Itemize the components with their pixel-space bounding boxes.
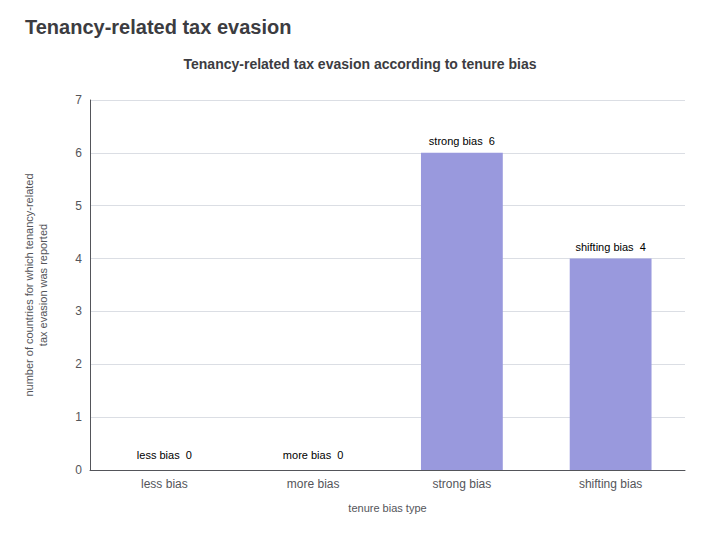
svg-text:Tenancy-related tax evasion ac: Tenancy-related tax evasion according to… — [184, 56, 537, 72]
svg-text:1: 1 — [75, 410, 82, 424]
svg-text:strong bias: strong bias — [433, 477, 492, 491]
svg-text:less bias 0: less bias 0 — [137, 449, 192, 461]
svg-text:shifting bias: shifting bias — [579, 477, 642, 491]
svg-text:less bias: less bias — [141, 477, 188, 491]
svg-text:tax evasion was reported: tax evasion was reported — [37, 224, 49, 346]
svg-text:tenure bias type: tenure bias type — [348, 502, 426, 514]
svg-text:number of countries for which: number of countries for which tenancy-re… — [23, 173, 35, 396]
svg-text:4: 4 — [75, 252, 82, 266]
svg-text:5: 5 — [75, 199, 82, 213]
svg-text:more bias: more bias — [287, 477, 340, 491]
svg-text:strong bias 6: strong bias 6 — [429, 135, 495, 147]
svg-text:7: 7 — [75, 93, 82, 107]
svg-text:shifting bias 4: shifting bias 4 — [575, 241, 645, 253]
svg-text:more bias 0: more bias 0 — [283, 449, 344, 461]
svg-text:6: 6 — [75, 146, 82, 160]
svg-text:0: 0 — [75, 463, 82, 477]
svg-text:3: 3 — [75, 304, 82, 318]
svg-text:Tenancy-related tax evasion: Tenancy-related tax evasion — [25, 16, 291, 38]
svg-text:2: 2 — [75, 357, 82, 371]
